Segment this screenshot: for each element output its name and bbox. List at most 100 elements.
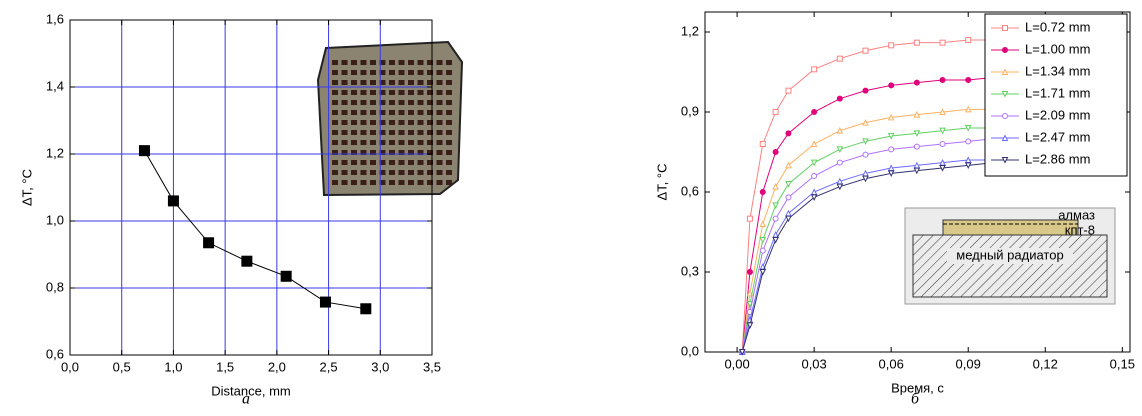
- pad: [332, 130, 338, 135]
- marker: [836, 127, 844, 134]
- pad: [389, 110, 395, 115]
- marker: [964, 156, 972, 163]
- marker: [965, 138, 972, 145]
- pad: [398, 70, 405, 75]
- pad: [370, 60, 376, 65]
- y-tick-label: 1,4: [46, 78, 64, 93]
- y-tick-label: 1,0: [46, 212, 64, 227]
- pad: [379, 180, 386, 185]
- pad: [360, 100, 367, 105]
- marker: [785, 87, 792, 94]
- x-tick-label: 0,12: [1033, 356, 1058, 371]
- pad: [360, 180, 367, 185]
- marker: [888, 146, 895, 153]
- pad: [360, 80, 367, 85]
- marker: [862, 151, 869, 158]
- pad: [389, 160, 395, 165]
- pad: [341, 110, 348, 115]
- pad: [370, 160, 376, 165]
- pad: [370, 150, 376, 155]
- pad: [427, 170, 433, 175]
- pad: [436, 80, 443, 85]
- marker: [360, 303, 372, 315]
- pad: [427, 100, 433, 105]
- pad: [341, 120, 348, 125]
- marker: [913, 111, 921, 118]
- pad: [379, 90, 386, 95]
- marker: [810, 140, 818, 147]
- pad: [351, 70, 357, 75]
- legend-label: L=1.71 mm: [1025, 85, 1090, 100]
- marker: [1001, 68, 1009, 75]
- marker: [167, 195, 179, 207]
- pad: [417, 110, 424, 115]
- x-tick-label: 2,0: [268, 359, 286, 374]
- pad: [389, 130, 395, 135]
- marker: [280, 270, 292, 282]
- pad: [341, 80, 348, 85]
- pad: [408, 60, 414, 65]
- marker: [888, 42, 895, 49]
- pad: [427, 160, 433, 165]
- y-tick-label: 1,6: [46, 11, 64, 26]
- marker: [887, 164, 895, 171]
- marker: [913, 161, 921, 169]
- marker: [772, 215, 779, 222]
- pad: [398, 90, 405, 95]
- pad: [446, 90, 452, 95]
- pad: [379, 60, 386, 65]
- pad: [427, 140, 433, 145]
- pad: [398, 80, 405, 85]
- pad: [379, 80, 386, 85]
- pad: [446, 170, 452, 175]
- marker: [836, 146, 844, 153]
- marker: [939, 127, 946, 135]
- pad: [436, 140, 443, 145]
- marker: [759, 269, 767, 276]
- pad: [332, 100, 338, 105]
- x-axis-label: Время, с: [891, 380, 944, 395]
- pad: [427, 180, 433, 185]
- pad: [436, 60, 443, 65]
- marker: [965, 37, 972, 43]
- pad: [351, 80, 357, 85]
- pad: [351, 130, 357, 135]
- pad: [427, 90, 433, 95]
- marker: [888, 82, 895, 89]
- marker: [836, 159, 843, 166]
- pad: [389, 60, 395, 65]
- marker: [1001, 91, 1009, 98]
- marker: [810, 188, 818, 195]
- pad: [408, 170, 414, 175]
- marker: [887, 113, 895, 121]
- pad: [417, 170, 424, 175]
- x-tick-label: 0,09: [956, 356, 981, 371]
- pad: [436, 100, 443, 105]
- pad: [341, 150, 348, 155]
- inset-label: алмаз: [1058, 207, 1095, 222]
- pad: [341, 180, 348, 185]
- inset-photo: [316, 40, 464, 197]
- pad: [379, 140, 386, 145]
- pad: [389, 120, 395, 125]
- pad: [370, 90, 376, 95]
- marker: [862, 169, 869, 177]
- marker: [836, 95, 843, 102]
- y-tick-label: 0,3: [681, 263, 699, 278]
- pad: [360, 110, 367, 115]
- marker: [738, 349, 746, 356]
- caption: a: [242, 391, 250, 408]
- marker: [964, 162, 972, 169]
- plot-frame: [69, 19, 433, 356]
- pad: [370, 170, 376, 175]
- pad: [446, 100, 452, 105]
- marker: [785, 130, 792, 137]
- pad: [436, 170, 443, 175]
- pad: [427, 130, 433, 135]
- x-tick-label: 1,0: [164, 359, 182, 374]
- pad: [360, 120, 367, 125]
- marker: [965, 77, 972, 83]
- pad: [408, 110, 414, 115]
- pad: [379, 130, 386, 135]
